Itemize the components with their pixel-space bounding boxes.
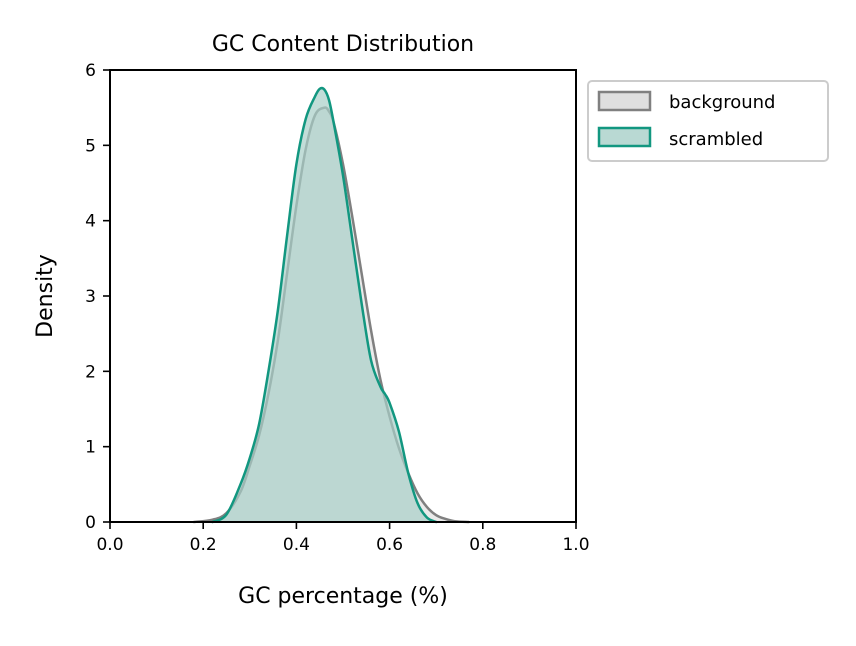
x-tick-label: 0.0 <box>96 535 123 555</box>
y-tick-label: 2 <box>85 362 96 382</box>
x-axis: 0.0 0.2 0.4 0.6 0.8 1.0 <box>96 522 590 555</box>
y-tick-label: 3 <box>85 287 96 307</box>
y-tick-label: 4 <box>85 212 96 232</box>
legend: background scrambled <box>587 80 829 162</box>
y-tick-label: 1 <box>85 438 96 458</box>
legend-label-scrambled: scrambled <box>669 129 763 150</box>
x-tick-label: 1.0 <box>562 535 589 555</box>
y-tick-label: 5 <box>85 136 96 156</box>
chart-title: GC Content Distribution <box>212 32 474 57</box>
x-tick-label: 0.4 <box>283 535 310 555</box>
x-axis-label: GC percentage (%) <box>238 584 448 609</box>
legend-label-background: background <box>669 92 775 113</box>
density-area-scrambled <box>212 88 437 522</box>
y-axis: 0 1 2 3 4 5 6 <box>85 61 110 533</box>
density-line-scrambled <box>211 86 438 524</box>
y-tick-label: 6 <box>85 61 96 81</box>
legend-swatch-scrambled <box>597 126 652 148</box>
series-layer <box>192 86 471 524</box>
y-tick-label: 0 <box>85 513 96 533</box>
x-tick-label: 0.8 <box>469 535 496 555</box>
y-axis-label: Density <box>33 254 58 338</box>
x-tick-label: 0.6 <box>376 535 403 555</box>
x-tick-label: 0.2 <box>190 535 217 555</box>
legend-swatch-background <box>597 90 652 112</box>
